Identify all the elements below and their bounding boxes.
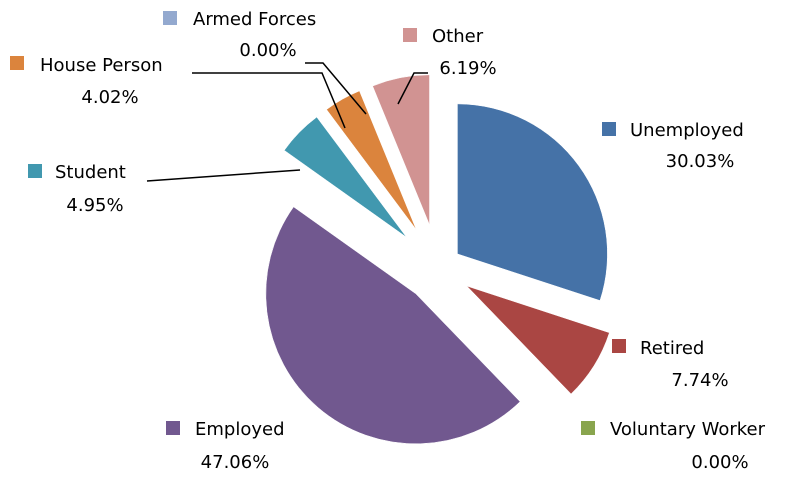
pie-slice [364,88,422,228]
pie-slice [457,103,608,301]
value-label: 4.02% [81,87,138,108]
legend-swatch [163,11,177,25]
category-label: Armed Forces [193,9,316,30]
leader-line [397,72,428,105]
leader-line [192,72,346,129]
pie-slice [461,292,567,401]
category-label: House Person [40,55,163,76]
category-label: Voluntary Worker [610,419,766,440]
category-label: Employed [195,419,285,440]
leader-line [305,62,367,115]
value-label: 0.00% [691,452,748,473]
legend-swatch [28,164,42,178]
value-label: 7.74% [671,370,728,391]
leader-line [146,169,301,182]
value-label: 30.03% [666,151,735,172]
legend-swatch [166,421,180,435]
category-label: Unemployed [630,120,744,141]
value-label: 0.00% [239,40,296,61]
pie-slice [265,206,521,444]
pie-slice [283,116,407,238]
legend-swatch [612,339,626,353]
value-label: 47.06% [201,452,270,473]
pie-slice [466,285,610,395]
legend-swatch [581,421,595,435]
legend-swatch [10,56,24,70]
value-label: 6.19% [439,58,496,79]
pie-slice [372,74,430,225]
legend-swatch [403,28,417,42]
pie-slice [326,90,417,230]
legend-swatch [602,122,616,136]
value-label: 4.95% [66,195,123,216]
category-label: Retired [640,338,704,359]
category-label: Student [55,162,126,183]
category-label: Other [432,26,484,47]
